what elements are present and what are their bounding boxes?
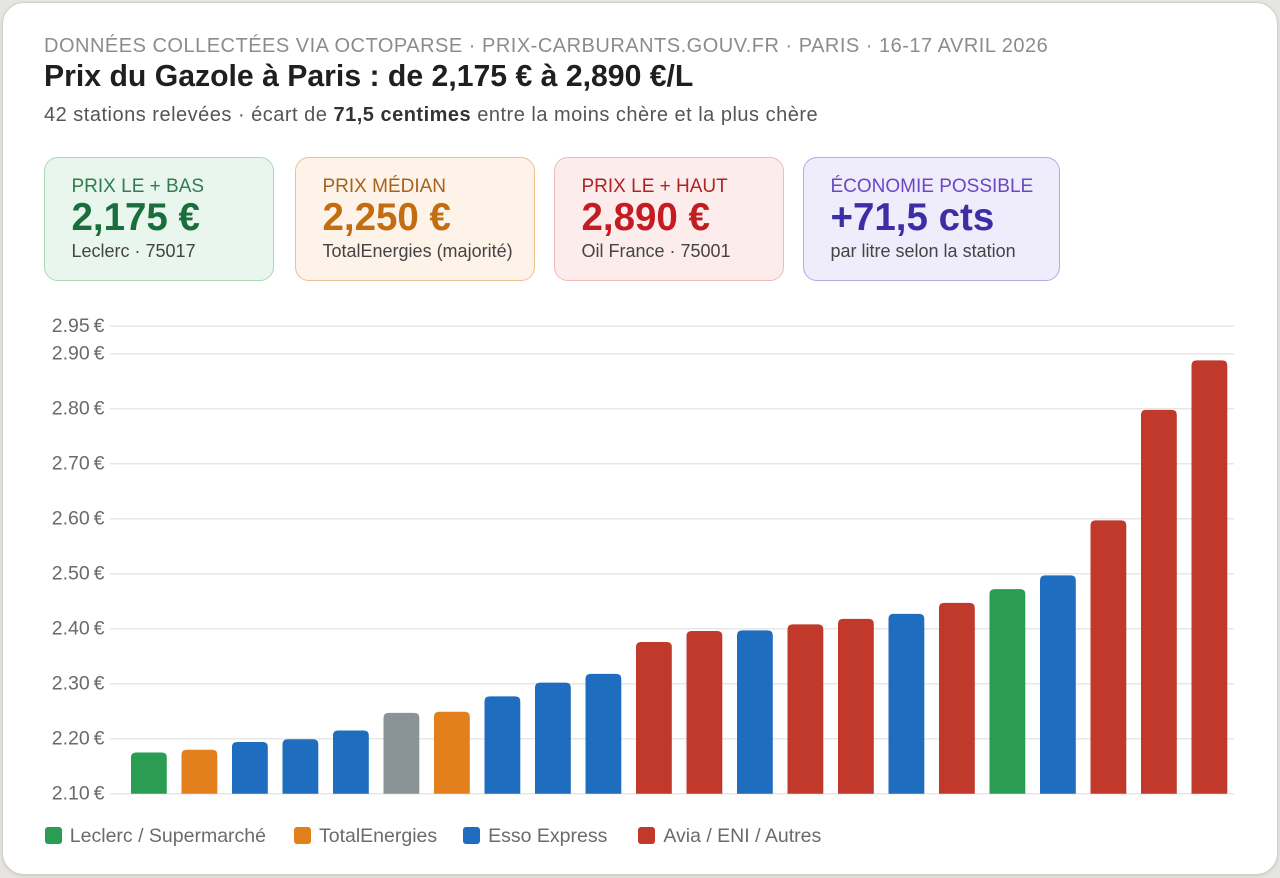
svg-text:2.60 €: 2.60 € <box>52 508 105 530</box>
svg-text:2.30 €: 2.30 € <box>52 673 105 695</box>
svg-text:2.10 €: 2.10 € <box>52 783 105 805</box>
svg-text:2.50 €: 2.50 € <box>52 563 105 585</box>
svg-text:2.90 €: 2.90 € <box>52 343 105 365</box>
svg-text:2.20 €: 2.20 € <box>52 728 105 750</box>
svg-text:2.80 €: 2.80 € <box>52 398 105 420</box>
svg-text:2.40 €: 2.40 € <box>52 618 105 640</box>
svg-text:2.95 €: 2.95 € <box>52 315 105 337</box>
svg-text:2.70 €: 2.70 € <box>52 453 105 475</box>
